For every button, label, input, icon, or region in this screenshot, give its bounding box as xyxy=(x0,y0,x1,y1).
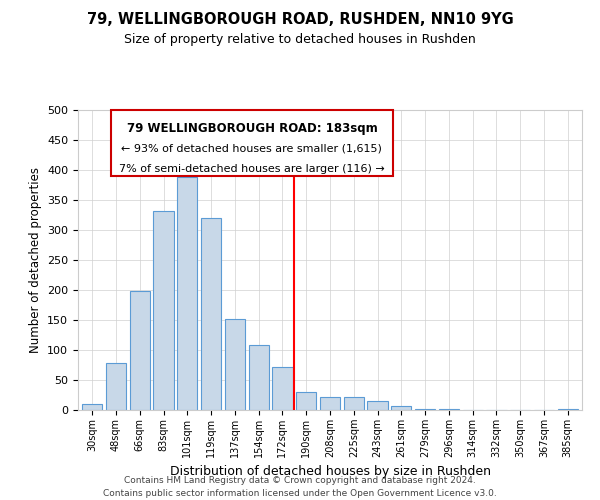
Bar xyxy=(320,398,340,410)
Bar xyxy=(391,406,412,410)
Bar xyxy=(225,319,245,410)
Text: 7% of semi-detached houses are larger (116) →: 7% of semi-detached houses are larger (1… xyxy=(119,164,385,174)
Text: Size of property relative to detached houses in Rushden: Size of property relative to detached ho… xyxy=(124,32,476,46)
Bar xyxy=(367,401,388,410)
Bar xyxy=(177,177,197,410)
Bar xyxy=(154,211,173,410)
Y-axis label: Number of detached properties: Number of detached properties xyxy=(29,167,41,353)
Bar xyxy=(296,392,316,410)
X-axis label: Distribution of detached houses by size in Rushden: Distribution of detached houses by size … xyxy=(170,466,491,478)
Text: Contains HM Land Registry data © Crown copyright and database right 2024.
Contai: Contains HM Land Registry data © Crown c… xyxy=(103,476,497,498)
Bar xyxy=(344,397,364,410)
Bar xyxy=(201,218,221,410)
FancyBboxPatch shape xyxy=(111,110,393,176)
Bar xyxy=(272,367,293,410)
Bar xyxy=(415,409,435,410)
Bar xyxy=(130,291,150,410)
Bar xyxy=(106,363,126,410)
Text: 79, WELLINGBOROUGH ROAD, RUSHDEN, NN10 9YG: 79, WELLINGBOROUGH ROAD, RUSHDEN, NN10 9… xyxy=(86,12,514,28)
Bar xyxy=(82,404,103,410)
Text: ← 93% of detached houses are smaller (1,615): ← 93% of detached houses are smaller (1,… xyxy=(121,143,382,153)
Bar xyxy=(248,345,269,410)
Text: 79 WELLINGBOROUGH ROAD: 183sqm: 79 WELLINGBOROUGH ROAD: 183sqm xyxy=(127,122,377,135)
